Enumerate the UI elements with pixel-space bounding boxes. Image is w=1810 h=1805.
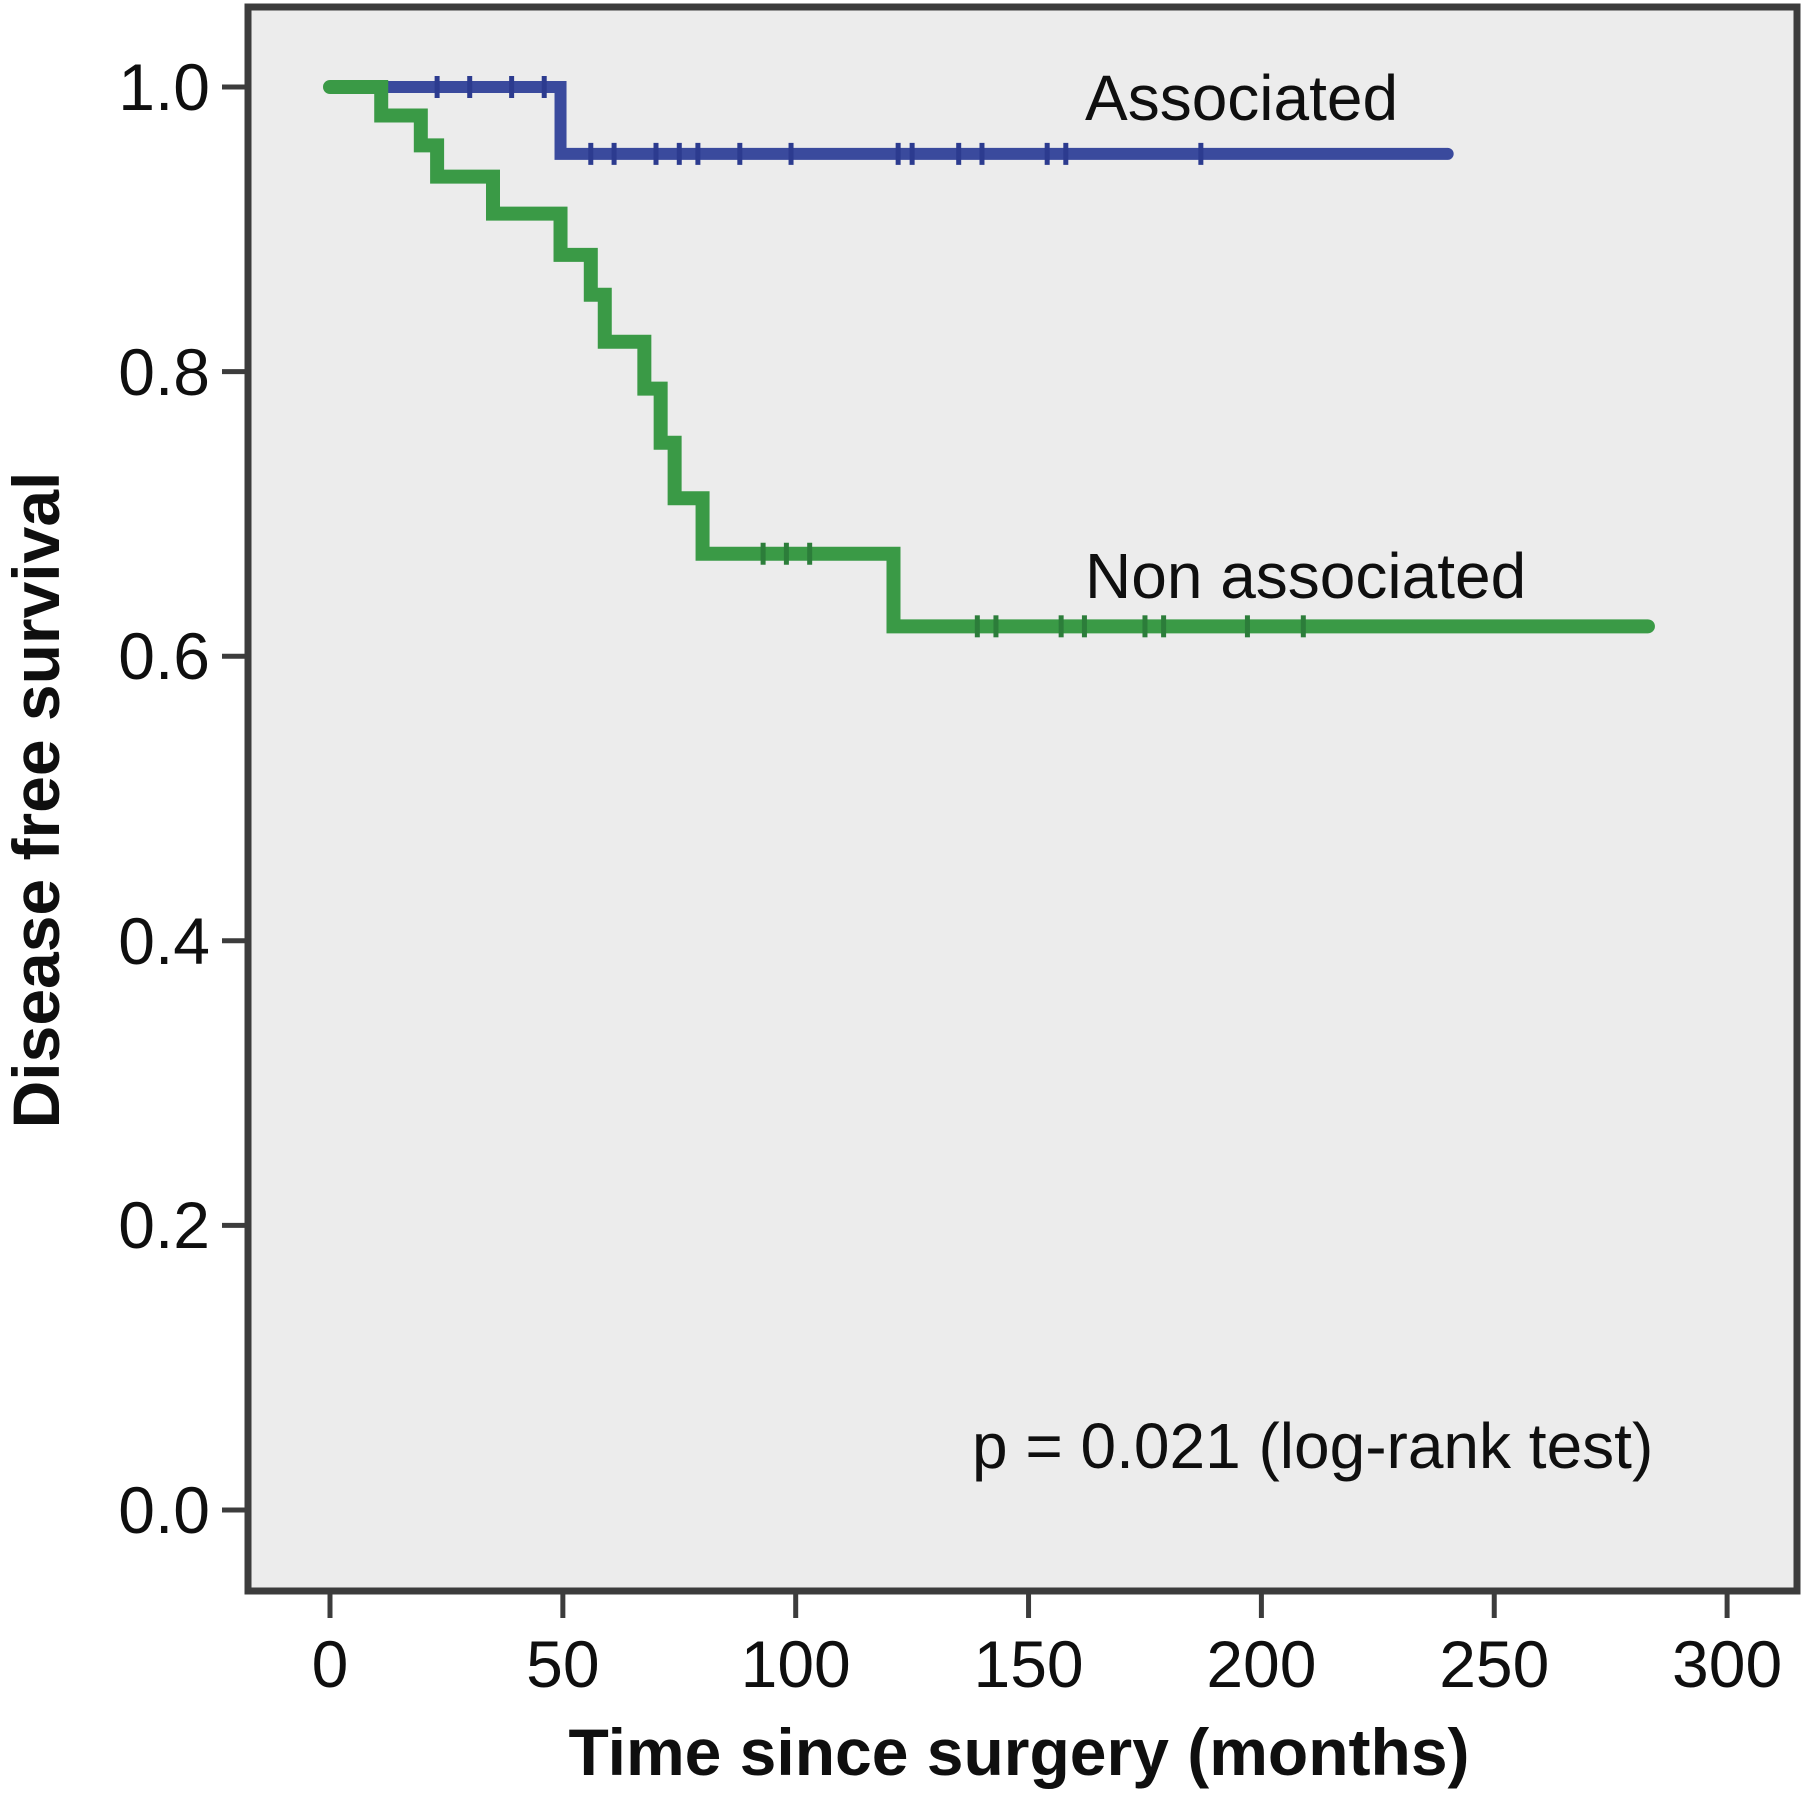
series-label-non-associated: Non associated (1085, 540, 1527, 612)
x-tick-label: 200 (1206, 1627, 1317, 1701)
p-value-annotation: p = 0.021 (log-rank test) (972, 1410, 1654, 1482)
x-tick-label: 0 (311, 1627, 349, 1701)
x-tick-label: 100 (740, 1627, 851, 1701)
x-tick-label: 150 (973, 1627, 1084, 1701)
x-tick-label: 300 (1672, 1627, 1783, 1701)
y-tick-label: 0.8 (118, 334, 210, 409)
y-tick-label: 0.0 (118, 1473, 210, 1547)
x-tick-label: 250 (1439, 1627, 1550, 1701)
x-tick-label: 50 (526, 1627, 600, 1701)
survival-curve-associated (324, 81, 1454, 160)
y-tick-label: 0.4 (118, 903, 210, 978)
y-tick-label: 1.0 (118, 50, 210, 124)
survival-curve-non-associated (323, 80, 1655, 634)
plot-frame (244, 3, 1801, 1595)
y-tick-label: 0.6 (118, 619, 210, 694)
y-axis-title: Disease free survival (0, 471, 73, 1129)
plot-background (248, 7, 1797, 1591)
series-label-associated: Associated (1085, 62, 1399, 134)
x-axis-title: Time since surgery (months) (568, 1715, 1470, 1789)
y-tick-label: 0.2 (118, 1188, 210, 1263)
